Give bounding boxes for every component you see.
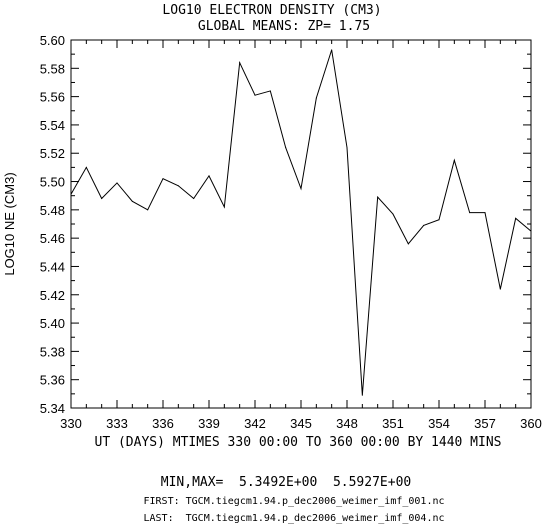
- data-point: [438, 219, 440, 221]
- x-tick-label: 354: [428, 416, 450, 431]
- y-tick-label: 5.50: [40, 175, 65, 190]
- x-tick-label: 342: [244, 416, 266, 431]
- series: [70, 49, 532, 396]
- data-point: [515, 217, 517, 219]
- data-point: [423, 224, 425, 226]
- data-point: [131, 200, 133, 202]
- y-axis: 5.34 5.36 5.38 5.40 5.42 5.44 5.46 5.48 5.50 5.52…: [40, 33, 531, 416]
- data-point: [300, 188, 302, 190]
- data-point: [177, 185, 179, 187]
- data-point: [85, 166, 87, 168]
- x-tick-label: 351: [382, 416, 404, 431]
- y-tick-label: 5.44: [40, 259, 65, 274]
- y-tick-label: 5.58: [40, 61, 65, 76]
- data-point: [499, 288, 501, 290]
- data-point: [101, 198, 103, 200]
- data-point: [70, 193, 72, 195]
- data-point: [331, 49, 333, 51]
- series-line: [70, 49, 532, 396]
- x-tick-label: 345: [290, 416, 312, 431]
- y-tick-label: 5.46: [40, 231, 65, 246]
- first-file-text: FIRST: TGCM.tiegcm1.94.p_dec2006_weimer_…: [143, 496, 444, 507]
- x-axis-label: UT (DAYS) MTIMES 330 00:00 TO 360 00:00 …: [95, 435, 502, 450]
- data-point: [208, 175, 210, 177]
- x-tick-label: 333: [106, 416, 128, 431]
- data-point: [346, 147, 348, 149]
- y-tick-label: 5.54: [40, 118, 65, 133]
- x-tick-label: 348: [336, 416, 358, 431]
- data-point: [453, 159, 455, 161]
- x-tick-label: 339: [198, 416, 220, 431]
- data-point: [269, 90, 271, 92]
- data-point: [147, 209, 149, 211]
- data-point: [530, 230, 532, 232]
- data-point: [484, 212, 486, 214]
- data-point: [361, 394, 363, 396]
- y-tick-label: 5.42: [40, 288, 65, 303]
- chart-title: LOG10 ELECTRON DENSITY (CM3): [162, 3, 381, 18]
- y-tick-label: 5.56: [40, 90, 65, 105]
- data-point: [116, 182, 118, 184]
- y-tick-label: 5.52: [40, 146, 65, 161]
- y-axis-label: LOG10 NE (CM3): [2, 172, 17, 275]
- data-point: [377, 196, 379, 198]
- data-point: [223, 206, 225, 208]
- y-tick-label: 5.34: [40, 401, 65, 416]
- x-tick-label: 330: [60, 416, 82, 431]
- data-point: [193, 198, 195, 200]
- y-tick-label: 5.48: [40, 203, 65, 218]
- y-tick-label: 5.36: [40, 373, 65, 388]
- data-point: [239, 62, 241, 64]
- x-tick-label: 357: [474, 416, 496, 431]
- plot-frame: [70, 39, 532, 409]
- data-point: [469, 212, 471, 214]
- y-tick-label: 5.60: [40, 33, 65, 48]
- x-tick-label: 360: [520, 416, 542, 431]
- x-tick-label: 336: [152, 416, 174, 431]
- last-file-text: LAST: TGCM.tiegcm1.94.p_dec2006_weimer_i…: [143, 513, 444, 524]
- data-point: [315, 97, 317, 99]
- data-point: [285, 147, 287, 149]
- x-axis: 330 333 336 339 342 345 348 351 354 357 360: [60, 40, 542, 431]
- data-point: [407, 243, 409, 245]
- data-point: [254, 94, 256, 96]
- y-tick-label: 5.40: [40, 316, 65, 331]
- y-tick-label: 5.38: [40, 344, 65, 359]
- minmax-text: MIN,MAX= 5.3492E+00 5.5927E+00: [161, 475, 411, 490]
- data-point: [162, 178, 164, 180]
- data-point: [392, 213, 394, 215]
- chart-subtitle: GLOBAL MEANS: ZP= 1.75: [198, 19, 370, 34]
